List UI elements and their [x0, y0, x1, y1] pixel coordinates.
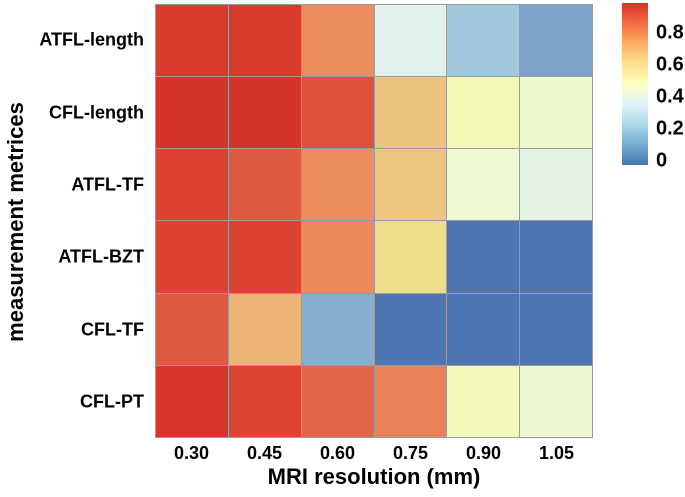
- x-axis-title: MRI resolution (mm): [267, 464, 481, 489]
- heatmap-cell-ATFL-length-0.90: [447, 5, 520, 77]
- heatmap-cell-ATFL-BZT-0.30: [156, 221, 228, 293]
- y-tick-label-CFL-TF: CFL-TF: [81, 319, 144, 339]
- heatmap-cell-CFL-length-0.75: [374, 77, 447, 149]
- y-tick-label-ATFL-TF: ATFL-TF: [71, 174, 144, 195]
- heatmap-cell-CFL-length-0.30: [156, 77, 228, 149]
- heatmap-cell-ATFL-TF-1.05: [520, 149, 592, 221]
- heatmap-cell-CFL-length-1.05: [520, 77, 592, 149]
- heatmap-cell-ATFL-length-0.45: [228, 5, 301, 77]
- heatmap-cell-ATFL-TF-0.75: [374, 149, 447, 221]
- heatmap-cell-ATFL-TF-0.30: [156, 149, 228, 221]
- heatmap-cell-CFL-PT-0.90: [447, 365, 520, 437]
- heatmap-cell-CFL-PT-0.45: [228, 365, 301, 437]
- x-axis-tick-labels: 0.30 0.45 0.60 0.75 0.90 1.05: [155, 443, 593, 465]
- x-tick-label-1.05: 1.05: [538, 443, 575, 463]
- colorbar-legend: 0.8 0.6 0.4 0.2 0: [622, 3, 685, 171]
- heatmap-cell-ATFL-BZT-0.60: [301, 221, 374, 293]
- colorbar-gradient: [622, 3, 648, 165]
- heatmap-cell-CFL-TF-0.75: [374, 293, 447, 365]
- x-tick-label-0.45: 0.45: [246, 443, 283, 463]
- heatmap-cell-CFL-PT-0.30: [156, 365, 228, 437]
- heatmap-cell-ATFL-length-0.60: [301, 5, 374, 77]
- heatmap-cell-CFL-TF-0.30: [156, 293, 228, 365]
- heatmap-cell-CFL-length-0.60: [301, 77, 374, 149]
- heatmap-cell-CFL-TF-0.60: [301, 293, 374, 365]
- heatmap-cell-ATFL-BZT-0.75: [374, 221, 447, 293]
- x-tick-label-0.60: 0.60: [319, 443, 356, 463]
- heatmap-grid: [155, 4, 593, 438]
- y-axis-tick-labels: ATFL-length CFL-length ATFL-TF ATFL-BZT CFL-…: [0, 4, 148, 438]
- heatmap-cell-CFL-TF-0.90: [447, 293, 520, 365]
- heatmap-cell-ATFL-BZT-1.05: [520, 221, 592, 293]
- heatmap-cell-CFL-length-0.45: [228, 77, 301, 149]
- heatmap-cell-CFL-PT-0.75: [374, 365, 447, 437]
- y-tick-label-CFL-length: CFL-length: [49, 102, 144, 122]
- heatmap-cell-ATFL-length-0.30: [156, 5, 228, 77]
- y-tick-label-ATFL-length: ATFL-length: [39, 29, 144, 50]
- colorbar-tick-0.8: 0.8: [656, 21, 684, 44]
- y-tick-label-ATFL-BZT: ATFL-BZT: [58, 246, 144, 267]
- heatmap-cell-CFL-PT-0.60: [301, 365, 374, 437]
- heatmap-cell-ATFL-length-0.75: [374, 5, 447, 77]
- heatmap-cell-CFL-PT-1.05: [520, 365, 592, 437]
- y-tick-label-CFL-PT: CFL-PT: [80, 391, 144, 412]
- heatmap-cell-ATFL-TF-0.60: [301, 149, 374, 221]
- colorbar-tick-0.6: 0.6: [656, 53, 684, 76]
- heatmap-cell-CFL-length-0.90: [447, 77, 520, 149]
- x-tick-label-0.75: 0.75: [392, 443, 429, 463]
- heatmap-cell-ATFL-TF-0.45: [228, 149, 301, 221]
- heatmap-cell-ATFL-length-1.05: [520, 5, 592, 77]
- heatmap-cell-CFL-TF-0.45: [228, 293, 301, 365]
- x-tick-label-0.90: 0.90: [465, 443, 502, 463]
- colorbar-tick-0.2: 0.2: [656, 117, 684, 140]
- colorbar-tick-0.4: 0.4: [656, 85, 684, 108]
- x-tick-label-0.30: 0.30: [173, 443, 210, 463]
- colorbar-tick-0: 0: [656, 149, 668, 172]
- heatmap-cell-ATFL-BZT-0.90: [447, 221, 520, 293]
- heatmap-cell-CFL-TF-1.05: [520, 293, 592, 365]
- heatmap-cell-ATFL-BZT-0.45: [228, 221, 301, 293]
- heatmap-cell-ATFL-TF-0.90: [447, 149, 520, 221]
